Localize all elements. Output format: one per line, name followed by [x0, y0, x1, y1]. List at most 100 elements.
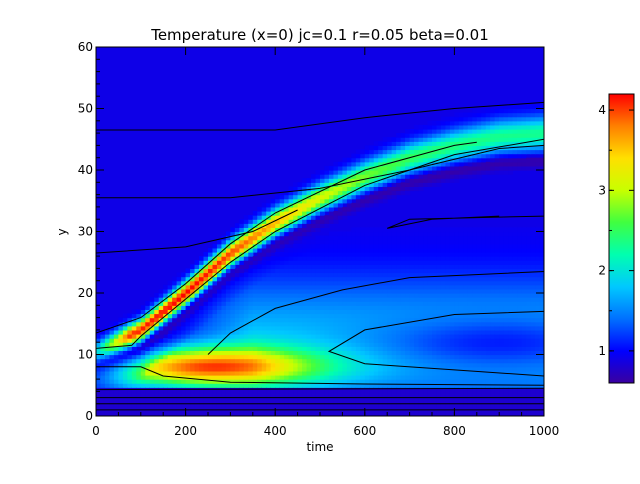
heatmap-cell	[194, 260, 200, 265]
heatmap-cell	[172, 317, 178, 323]
heatmap-cell	[311, 329, 317, 335]
heatmap-cell	[414, 321, 420, 327]
heatmap-cell	[391, 309, 397, 315]
heatmap-cell	[118, 354, 124, 360]
heatmap-cell	[279, 358, 285, 364]
heatmap-cell	[185, 313, 191, 319]
heatmap-cell	[418, 370, 424, 376]
heatmap-cell	[221, 243, 227, 249]
heatmap-cell	[530, 235, 536, 241]
heatmap-cell	[230, 268, 236, 274]
heatmap-cell	[432, 149, 438, 155]
heatmap-cell	[396, 297, 402, 302]
heatmap-cell	[387, 153, 393, 159]
heatmap-cell	[378, 293, 384, 298]
heatmap-cell	[234, 317, 240, 323]
heatmap-cell	[458, 346, 464, 351]
heatmap-cell	[454, 231, 460, 237]
heatmap-cell	[333, 387, 339, 392]
heatmap-cell	[149, 309, 155, 315]
heatmap-cell	[458, 268, 464, 274]
heatmap-cell	[405, 338, 411, 343]
heatmap-cell	[203, 399, 209, 405]
heatmap-cell	[445, 338, 451, 343]
heatmap-cell	[297, 247, 303, 253]
heatmap-cell	[239, 293, 245, 298]
heatmap-cell	[517, 321, 523, 327]
heatmap-cell	[512, 157, 518, 163]
heatmap-cell	[279, 235, 285, 241]
heatmap-cell	[449, 239, 455, 245]
heatmap-cell	[499, 153, 505, 159]
heatmap-cell	[449, 411, 455, 416]
heatmap-cell	[445, 165, 451, 171]
heatmap-cell	[311, 276, 317, 282]
heatmap-cell	[427, 317, 433, 323]
heatmap-cell	[400, 165, 406, 171]
heatmap-cell	[109, 321, 115, 327]
heatmap-cell	[391, 403, 397, 409]
heatmap-cell	[284, 211, 290, 216]
heatmap-cell	[96, 342, 102, 347]
heatmap-cell	[481, 383, 487, 388]
heatmap-cell	[100, 391, 106, 397]
heatmap-cell	[212, 375, 218, 380]
heatmap-cell	[517, 235, 523, 241]
heatmap-cell	[485, 268, 491, 274]
heatmap-cell	[221, 305, 227, 310]
heatmap-cell	[494, 375, 500, 380]
heatmap-cell	[239, 305, 245, 310]
heatmap-cell	[436, 403, 442, 409]
heatmap-cell	[414, 350, 420, 356]
heatmap-cell	[530, 362, 536, 368]
heatmap-cell	[436, 313, 442, 319]
heatmap-cell	[225, 366, 231, 372]
heatmap-cell	[208, 346, 214, 351]
heatmap-cell	[346, 264, 352, 269]
heatmap-cell	[234, 297, 240, 302]
heatmap-cell	[252, 321, 258, 327]
heatmap-cell	[526, 268, 532, 274]
heatmap-cell	[221, 366, 227, 372]
heatmap-cell	[279, 329, 285, 335]
heatmap-cell	[243, 317, 249, 323]
heatmap-cell	[248, 379, 254, 384]
heatmap-cell	[508, 391, 514, 397]
heatmap-cell	[418, 325, 424, 331]
heatmap-cell	[436, 239, 442, 245]
heatmap-cell	[476, 403, 482, 409]
heatmap-cell	[517, 358, 523, 364]
heatmap-cell	[387, 170, 393, 175]
heatmap-cell	[517, 272, 523, 278]
heatmap-cell	[297, 317, 303, 323]
heatmap-cell	[382, 145, 388, 151]
heatmap-cell	[167, 354, 173, 360]
heatmap-cell	[234, 338, 240, 343]
heatmap-cell	[342, 399, 348, 405]
heatmap-cell	[414, 243, 420, 249]
heatmap-cell	[499, 334, 505, 339]
heatmap-cell	[234, 329, 240, 335]
heatmap-cell	[239, 383, 245, 388]
heatmap-cell	[364, 235, 370, 241]
plot-area	[96, 47, 544, 416]
heatmap-cell	[396, 235, 402, 241]
heatmap-cell	[302, 334, 308, 339]
heatmap-cell	[373, 305, 379, 310]
heatmap-cell	[346, 178, 352, 183]
heatmap-cell	[391, 268, 397, 274]
heatmap-cell	[436, 268, 442, 274]
heatmap-cell	[517, 124, 523, 130]
heatmap-cell	[131, 334, 137, 339]
heatmap-cell	[248, 272, 254, 278]
heatmap-cell	[535, 342, 541, 347]
heatmap-cell	[454, 383, 460, 388]
heatmap-cell	[346, 284, 352, 290]
heatmap-cell	[297, 182, 303, 187]
heatmap-cell	[172, 334, 178, 339]
heatmap-cell	[467, 137, 473, 142]
heatmap-cell	[127, 338, 133, 343]
heatmap-cell	[449, 403, 455, 409]
heatmap-cell	[284, 190, 290, 196]
